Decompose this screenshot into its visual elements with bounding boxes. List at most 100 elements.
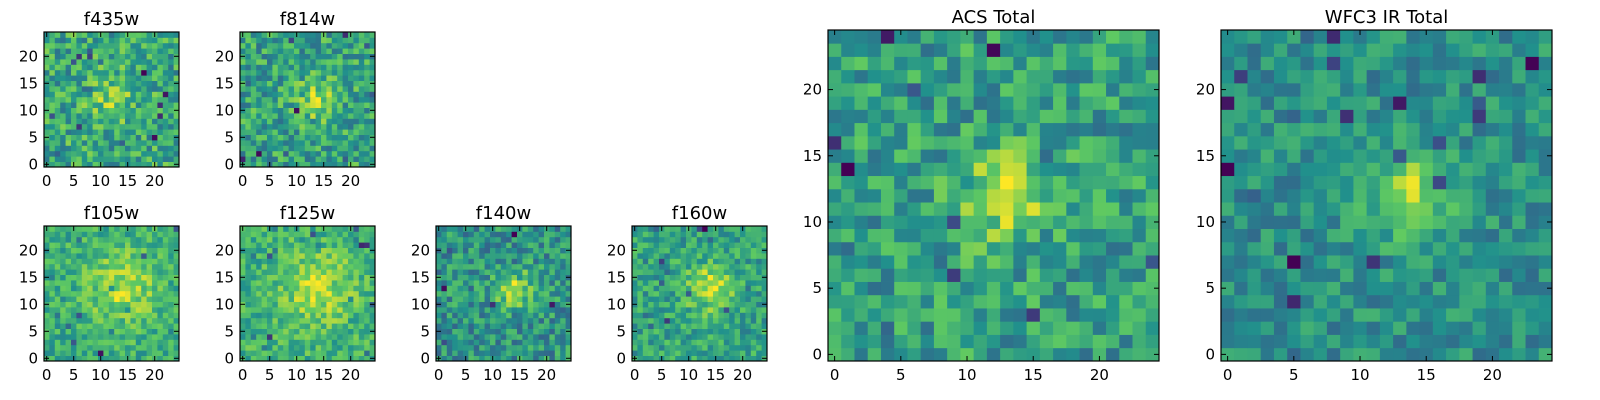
heatmap-cell (723, 280, 730, 286)
heatmap-cell (353, 334, 360, 340)
heatmap-cell (894, 347, 908, 362)
heatmap-cell (76, 290, 83, 297)
heatmap-cell (119, 317, 126, 324)
heatmap-cell (135, 247, 142, 254)
heatmap-cell (283, 307, 289, 313)
heatmap-cell (321, 285, 327, 292)
heatmap-cell (686, 290, 692, 297)
heatmap-cell (304, 328, 311, 335)
heatmap-cell (277, 150, 284, 157)
heatmap-cell (108, 145, 115, 152)
heatmap-cell (841, 30, 855, 44)
heatmap-cell (947, 162, 961, 177)
x-tick-label: 0 (830, 366, 840, 384)
heatmap-cell (554, 263, 561, 270)
heatmap-cell (310, 307, 316, 313)
heatmap-cell (119, 312, 126, 319)
heatmap-cell (1472, 188, 1487, 203)
heatmap-cell (44, 258, 50, 265)
heatmap-cell (1353, 255, 1368, 269)
heatmap-cell (277, 323, 284, 329)
heatmap-cell (250, 42, 257, 49)
heatmap-cell (250, 269, 257, 275)
heatmap-cell (933, 69, 948, 84)
heatmap-cell (315, 69, 322, 76)
heatmap-cell (441, 301, 448, 308)
heatmap-cell (135, 328, 142, 335)
heatmap-cell (277, 129, 284, 135)
heatmap-cell (146, 274, 153, 281)
heatmap-cell (261, 113, 268, 119)
heatmap-cell (315, 156, 322, 162)
heatmap-cell (326, 123, 333, 130)
heatmap-cell (854, 96, 869, 110)
heatmap-cell (81, 118, 88, 125)
heatmap-cell (1300, 294, 1315, 309)
heatmap-cell (92, 32, 99, 38)
heatmap-cell (60, 344, 66, 351)
heatmap-cell (135, 37, 142, 44)
heatmap-cell (364, 80, 370, 87)
heatmap-cell (130, 113, 137, 119)
heatmap-cell (114, 118, 120, 125)
heatmap-cell (554, 323, 561, 329)
heatmap-cell (119, 253, 126, 259)
heatmap-cell (1393, 188, 1407, 203)
heatmap-cell (294, 102, 300, 108)
heatmap-cell (920, 255, 935, 269)
heatmap-cell (986, 241, 1001, 256)
heatmap-cell (1326, 188, 1341, 203)
heatmap-cell (245, 242, 252, 248)
heatmap-cell (718, 247, 725, 254)
heatmap-cell (648, 263, 654, 270)
heatmap-cell (734, 263, 741, 270)
heatmap-cell (157, 64, 164, 71)
heatmap-cell (446, 339, 453, 346)
heatmap-cell (288, 91, 295, 98)
heatmap-cell (92, 301, 99, 308)
heatmap-cell (60, 32, 66, 38)
heatmap-cell (1260, 188, 1275, 203)
heatmap-cell (707, 301, 714, 308)
heatmap-cell (1406, 268, 1420, 282)
heatmap-cell (364, 242, 370, 248)
heatmap-cell (141, 339, 147, 346)
heatmap-cell (500, 226, 507, 232)
heatmap-cell (920, 215, 935, 229)
heatmap-cell (272, 69, 279, 76)
heatmap-cell (533, 226, 539, 232)
heatmap-cell (157, 102, 164, 108)
heatmap-cell (288, 307, 295, 313)
heatmap-cell (168, 280, 174, 286)
heatmap-cell (1026, 30, 1041, 44)
heatmap-cell (272, 274, 279, 281)
heatmap-cell (168, 32, 174, 38)
heatmap-cell (364, 285, 370, 292)
heatmap-cell (54, 53, 61, 60)
heatmap-cell (98, 37, 104, 44)
heatmap-cell (441, 258, 448, 265)
heatmap-cell (294, 37, 300, 44)
heatmap-cell (867, 175, 882, 190)
heatmap-cell (1326, 215, 1341, 229)
heatmap-cell (54, 312, 61, 319)
heatmap-cell (648, 242, 654, 248)
heatmap-cell (283, 258, 289, 265)
heatmap-cell (713, 258, 719, 265)
heatmap-cell (457, 263, 464, 270)
heatmap-cell (337, 296, 343, 302)
heatmap-cell (76, 91, 83, 98)
heatmap-cell (342, 59, 349, 65)
heatmap-cell (463, 269, 469, 275)
heatmap-cell (369, 231, 376, 238)
heatmap-cell (240, 317, 246, 324)
heatmap-cell (511, 344, 518, 351)
heatmap-cell (245, 32, 252, 38)
heatmap-cell (103, 86, 110, 92)
heatmap-cell (342, 64, 349, 71)
heatmap-cell (81, 344, 88, 351)
heatmap-cell (92, 59, 99, 65)
heatmap-cell (1326, 175, 1341, 190)
heatmap-cell (511, 236, 518, 243)
heatmap-cell (1106, 43, 1120, 57)
